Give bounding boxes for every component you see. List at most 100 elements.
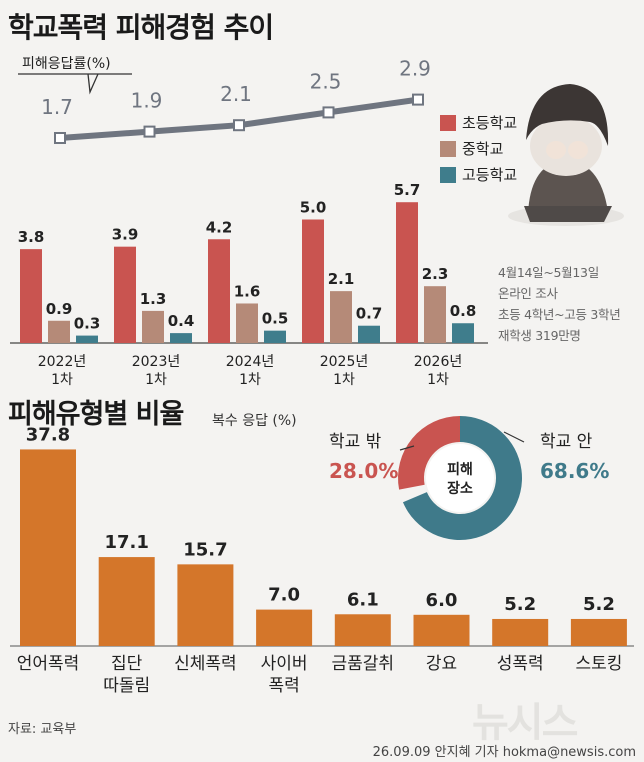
bar-label-middle-2: 1.6 [234, 282, 261, 300]
type-tick-5-0: 강요 [426, 654, 457, 674]
rate-point-4 [412, 93, 424, 106]
watermark: 뉴시스 [472, 700, 578, 746]
type-bar-label-6: 5.2 [504, 594, 536, 615]
bar-label-high-3: 0.7 [356, 305, 383, 323]
donut-slice-outside [398, 416, 460, 490]
bar-elementary-1 [114, 246, 136, 343]
rate-point-3 [322, 106, 335, 119]
bar-label-elementary-2: 4.2 [206, 218, 233, 236]
survey-method: 온라인 조사 [498, 286, 558, 301]
x-tick-round-4: 1차 [427, 372, 449, 388]
page-title: 학교폭력 피해경험 추이 [8, 11, 274, 44]
donut-value-inside: 68.6% [540, 459, 609, 483]
rate-point-2 [233, 119, 245, 132]
type-bar-7 [570, 618, 627, 646]
type-bar-label-7: 5.2 [583, 594, 615, 615]
type-tick-3-0: 사이버 [261, 654, 308, 674]
bar-label-high-1: 0.4 [168, 312, 195, 330]
donut-center-label-0: 피해 [447, 462, 473, 478]
legend-middle: 중학교 [440, 138, 503, 159]
trend-chart-bars: 3.8 0.90.3 3.9 1.30.4 4.2 1.60.5 5.0 2.10.7 5.7 2… [18, 181, 477, 343]
line-label-callout: 피해응답률(%) [18, 56, 132, 95]
donut-center-label-1: 장소 [447, 480, 473, 497]
bar-middle-4 [424, 286, 446, 343]
x-tick-year-2: 2024년 [226, 354, 275, 370]
x-tick-round-3: 1차 [333, 372, 355, 388]
bar-label-high-4: 0.8 [450, 302, 477, 320]
bar-label-elementary-1: 3.9 [112, 226, 139, 244]
bar-middle-1 [142, 310, 164, 343]
x-tick-round-0: 1차 [51, 372, 73, 388]
type-bar-label-2: 15.7 [183, 539, 227, 560]
rate-label-1: 1.9 [131, 89, 163, 113]
bar-label-elementary-3: 5.0 [300, 199, 327, 217]
type-bar-6 [492, 618, 549, 646]
type-bar-1 [98, 557, 155, 646]
legend-label-high: 고등학교 [462, 166, 518, 184]
type-tick-4-0: 금품갈취 [332, 654, 395, 674]
bar-label-middle-1: 1.3 [140, 290, 167, 308]
type-tick-3-1: 폭력 [268, 676, 299, 696]
donut-value-outside: 28.0% [329, 459, 398, 483]
type-bar-4 [334, 614, 391, 646]
legend-label-middle: 중학교 [462, 140, 504, 158]
legend-swatch-elementary [440, 114, 456, 131]
donut-leader-outside [399, 445, 415, 451]
type-bar-label-4: 6.1 [347, 589, 379, 610]
trend-chart: 2022년 1차 2023년 1차 2024년 1차 2025년 1차 2026년 1차 3.8 0… [10, 56, 624, 388]
x-tick-round-2: 1차 [239, 372, 261, 388]
rate-point-1 [143, 125, 156, 138]
survey-period: 4월14일~5월13일 [498, 265, 599, 280]
type-tick-2-0: 신체폭력 [174, 654, 237, 674]
bar-high-0 [76, 335, 98, 343]
rate-label-2: 2.1 [220, 82, 252, 106]
x-tick-year-4: 2026년 [414, 354, 463, 370]
type-bar-label-1: 17.1 [104, 532, 148, 553]
type-tick-0-0: 언어폭력 [17, 654, 80, 674]
survey-count: 재학생 319만명 [498, 328, 581, 343]
bar-label-elementary-4: 5.7 [394, 181, 421, 199]
donut-center [426, 444, 494, 512]
x-tick-year-1: 2023년 [132, 354, 181, 370]
type-bar-label-3: 7.0 [268, 585, 300, 606]
bar-label-elementary-0: 3.8 [18, 228, 45, 246]
x-tick-year-3: 2025년 [320, 354, 369, 370]
type-tick-1-0: 집단 [111, 654, 143, 674]
trend-chart-axis: 2022년 1차 2023년 1차 2024년 1차 2025년 1차 2026년 1차 [10, 342, 488, 388]
rate-label-4: 2.9 [399, 57, 431, 81]
bar-label-high-2: 0.5 [262, 310, 289, 328]
legend-elementary: 초등학교 [440, 112, 517, 133]
rate-point-0 [54, 132, 66, 144]
type-bar-0 [20, 449, 76, 646]
type-bar-5 [413, 614, 470, 646]
bar-middle-0 [48, 320, 70, 343]
crying-child-illustration [508, 84, 624, 226]
source-text: 자료: 교육부 [8, 722, 77, 737]
bar-high-1 [170, 333, 192, 343]
bar-label-middle-3: 2.1 [328, 270, 355, 288]
rate-label-0: 1.7 [41, 95, 73, 119]
type-bar-label-5: 6.0 [426, 590, 458, 611]
bar-middle-3 [330, 291, 352, 343]
bar-elementary-3 [302, 219, 324, 343]
donut-slice-inside [402, 416, 522, 540]
legend-swatch-high [440, 166, 456, 183]
bar-elementary-4 [396, 202, 418, 343]
donut-label-outside: 학교 밖 [329, 432, 382, 452]
survey-target: 초등 4학년~고등 3학년 [498, 307, 621, 322]
bar-label-middle-0: 0.9 [46, 300, 73, 318]
bar-high-3 [358, 325, 380, 343]
bar-high-2 [264, 330, 286, 343]
donut-leader-inside [503, 431, 525, 443]
line-series-label: 피해응답률(%) [22, 56, 111, 72]
legend-label-elementary: 초등학교 [462, 114, 518, 132]
credit-text: 26.09.09 안지혜 기자 hokma@newsis.com [372, 745, 636, 760]
bar-middle-2 [236, 303, 258, 343]
legend-high: 고등학교 [440, 164, 517, 185]
donut-label-inside: 학교 안 [540, 432, 593, 452]
rate-label-3: 2.5 [310, 69, 342, 93]
